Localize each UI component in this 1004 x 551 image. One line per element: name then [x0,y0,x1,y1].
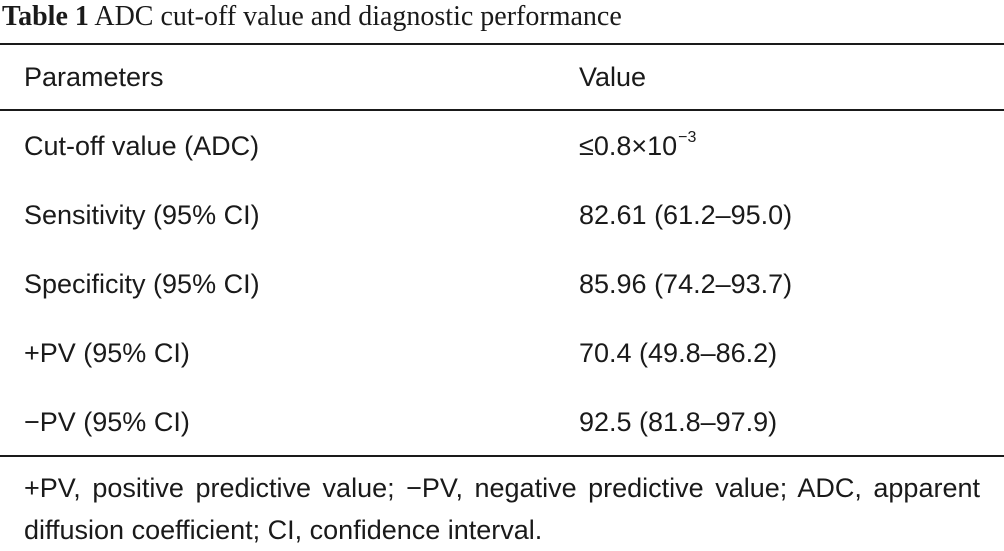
table-header-rule [0,109,1004,111]
table-bottom-rule [0,455,1004,457]
row-specificity-value: 85.96 (74.2–93.7) [579,269,793,299]
row-ppv-value: 70.4 (49.8–86.2) [579,338,778,368]
row-npv-parameter: −PV (95% CI) [24,407,190,437]
table-top-rule [0,43,1004,45]
row-cutoff-value: ≤0.8×10−3 [579,129,697,167]
header-parameters: Parameters [24,62,164,92]
row-cutoff-value-exponent: −3 [678,129,697,146]
row-sensitivity-value: 82.61 (61.2–95.0) [579,200,793,230]
header-value: Value [579,62,647,92]
table-caption: Table 1 ADC cut-off value and diagnostic… [2,0,622,34]
row-specificity-parameter: Specificity (95% CI) [24,269,260,299]
table-caption-label: Table 1 [2,1,89,32]
row-npv-value: 92.5 (81.8–97.9) [579,407,778,437]
row-cutoff-parameter: Cut-off value (ADC) [24,131,260,161]
row-sensitivity-parameter: Sensitivity (95% CI) [24,200,260,230]
table-caption-text: ADC cut-off value and diagnostic perform… [88,1,622,32]
row-ppv-parameter: +PV (95% CI) [24,338,190,368]
table-footnote: +PV, positive predictive value; −PV, neg… [24,473,980,545]
row-cutoff-value-base: ≤0.8×10 [579,131,678,161]
